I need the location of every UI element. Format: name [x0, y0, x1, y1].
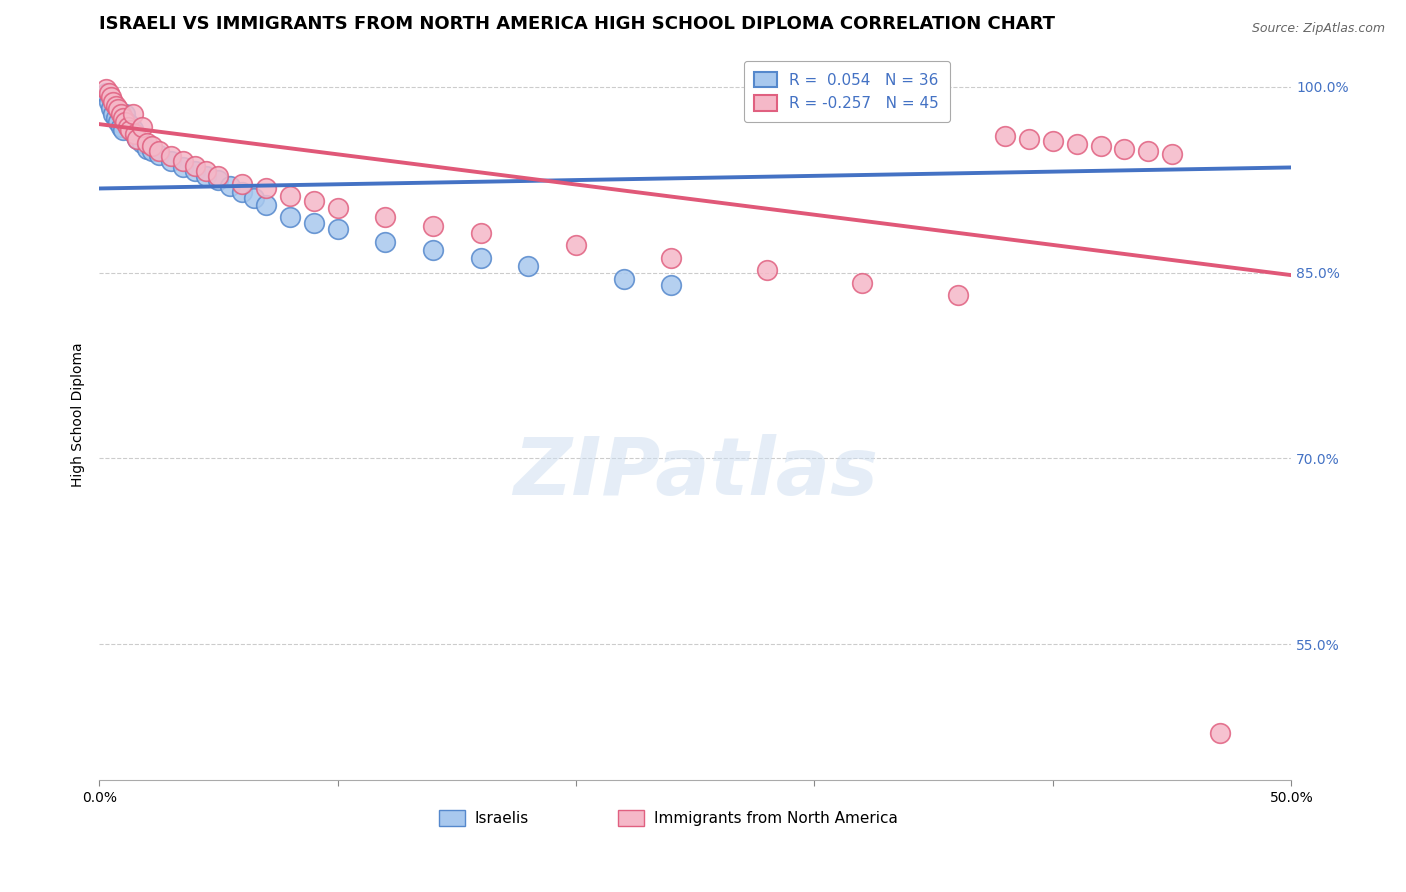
Point: [114, 114, 136, 128]
Point: [107, 102, 129, 116]
Point: [172, 154, 194, 169]
Bar: [439, 810, 465, 826]
Text: Immigrants from North America: Immigrants from North America: [654, 811, 897, 826]
Point: [159, 149, 181, 163]
Point: [207, 169, 229, 183]
Point: [946, 288, 969, 302]
Point: [124, 127, 146, 141]
Point: [1114, 142, 1136, 156]
Point: [183, 159, 205, 173]
Point: [195, 169, 218, 183]
Point: [994, 129, 1017, 144]
Point: [470, 226, 492, 240]
Point: [755, 263, 778, 277]
Point: [254, 181, 277, 195]
Point: [127, 132, 149, 146]
Point: [517, 260, 540, 274]
Point: [114, 107, 136, 121]
Point: [374, 235, 396, 249]
Point: [1018, 132, 1040, 146]
Point: [1090, 139, 1112, 153]
Point: [326, 222, 349, 236]
Point: [278, 189, 301, 203]
Point: [254, 197, 277, 211]
Point: [302, 216, 325, 230]
Point: [100, 101, 122, 115]
Point: [135, 142, 157, 156]
Point: [302, 194, 325, 208]
Point: [326, 202, 349, 216]
Point: [117, 120, 139, 134]
Text: ZIPatlas: ZIPatlas: [513, 434, 877, 512]
Point: [851, 276, 873, 290]
Point: [100, 90, 122, 104]
Text: ISRAELI VS IMMIGRANTS FROM NORTH AMERICA HIGH SCHOOL DIPLOMA CORRELATION CHART: ISRAELI VS IMMIGRANTS FROM NORTH AMERICA…: [100, 15, 1054, 33]
Point: [141, 139, 163, 153]
Point: [1209, 726, 1232, 740]
Text: Israelis: Israelis: [475, 811, 529, 826]
Point: [141, 145, 163, 159]
Point: [127, 132, 149, 146]
Point: [231, 177, 253, 191]
Point: [131, 120, 153, 134]
Point: [135, 136, 157, 150]
Point: [565, 238, 588, 252]
Point: [148, 148, 170, 162]
Point: [661, 251, 683, 265]
Point: [422, 244, 444, 258]
Point: [120, 119, 142, 133]
Point: [111, 123, 134, 137]
Text: Source: ZipAtlas.com: Source: ZipAtlas.com: [1251, 22, 1385, 36]
Point: [104, 111, 127, 125]
Point: [120, 123, 142, 137]
Point: [110, 107, 132, 121]
Point: [661, 278, 683, 293]
Point: [231, 185, 253, 199]
Point: [97, 95, 120, 109]
Point: [104, 98, 127, 112]
Point: [111, 111, 134, 125]
Point: [219, 179, 242, 194]
Point: [278, 210, 301, 224]
Point: [1042, 135, 1064, 149]
Point: [613, 272, 636, 286]
Point: [110, 120, 132, 134]
Point: [374, 210, 396, 224]
Point: [107, 114, 129, 128]
Point: [243, 191, 266, 205]
Point: [121, 122, 143, 136]
Point: [131, 136, 153, 150]
Point: [422, 219, 444, 233]
Point: [470, 251, 492, 265]
Point: [103, 107, 125, 121]
Point: [117, 116, 139, 130]
Point: [121, 107, 143, 121]
Point: [172, 161, 194, 175]
Point: [195, 164, 218, 178]
Legend: R =  0.054   N = 36, R = -0.257   N = 45: R = 0.054 N = 36, R = -0.257 N = 45: [744, 62, 950, 122]
Point: [183, 164, 205, 178]
Point: [96, 86, 118, 100]
Point: [1161, 146, 1184, 161]
Point: [103, 95, 125, 109]
Point: [148, 145, 170, 159]
Point: [96, 82, 118, 96]
Bar: [617, 810, 644, 826]
Point: [97, 86, 120, 100]
Point: [159, 154, 181, 169]
Y-axis label: High School Diploma: High School Diploma: [72, 343, 86, 487]
Point: [1066, 136, 1088, 151]
Point: [207, 173, 229, 187]
Point: [1137, 145, 1160, 159]
Point: [124, 128, 146, 143]
